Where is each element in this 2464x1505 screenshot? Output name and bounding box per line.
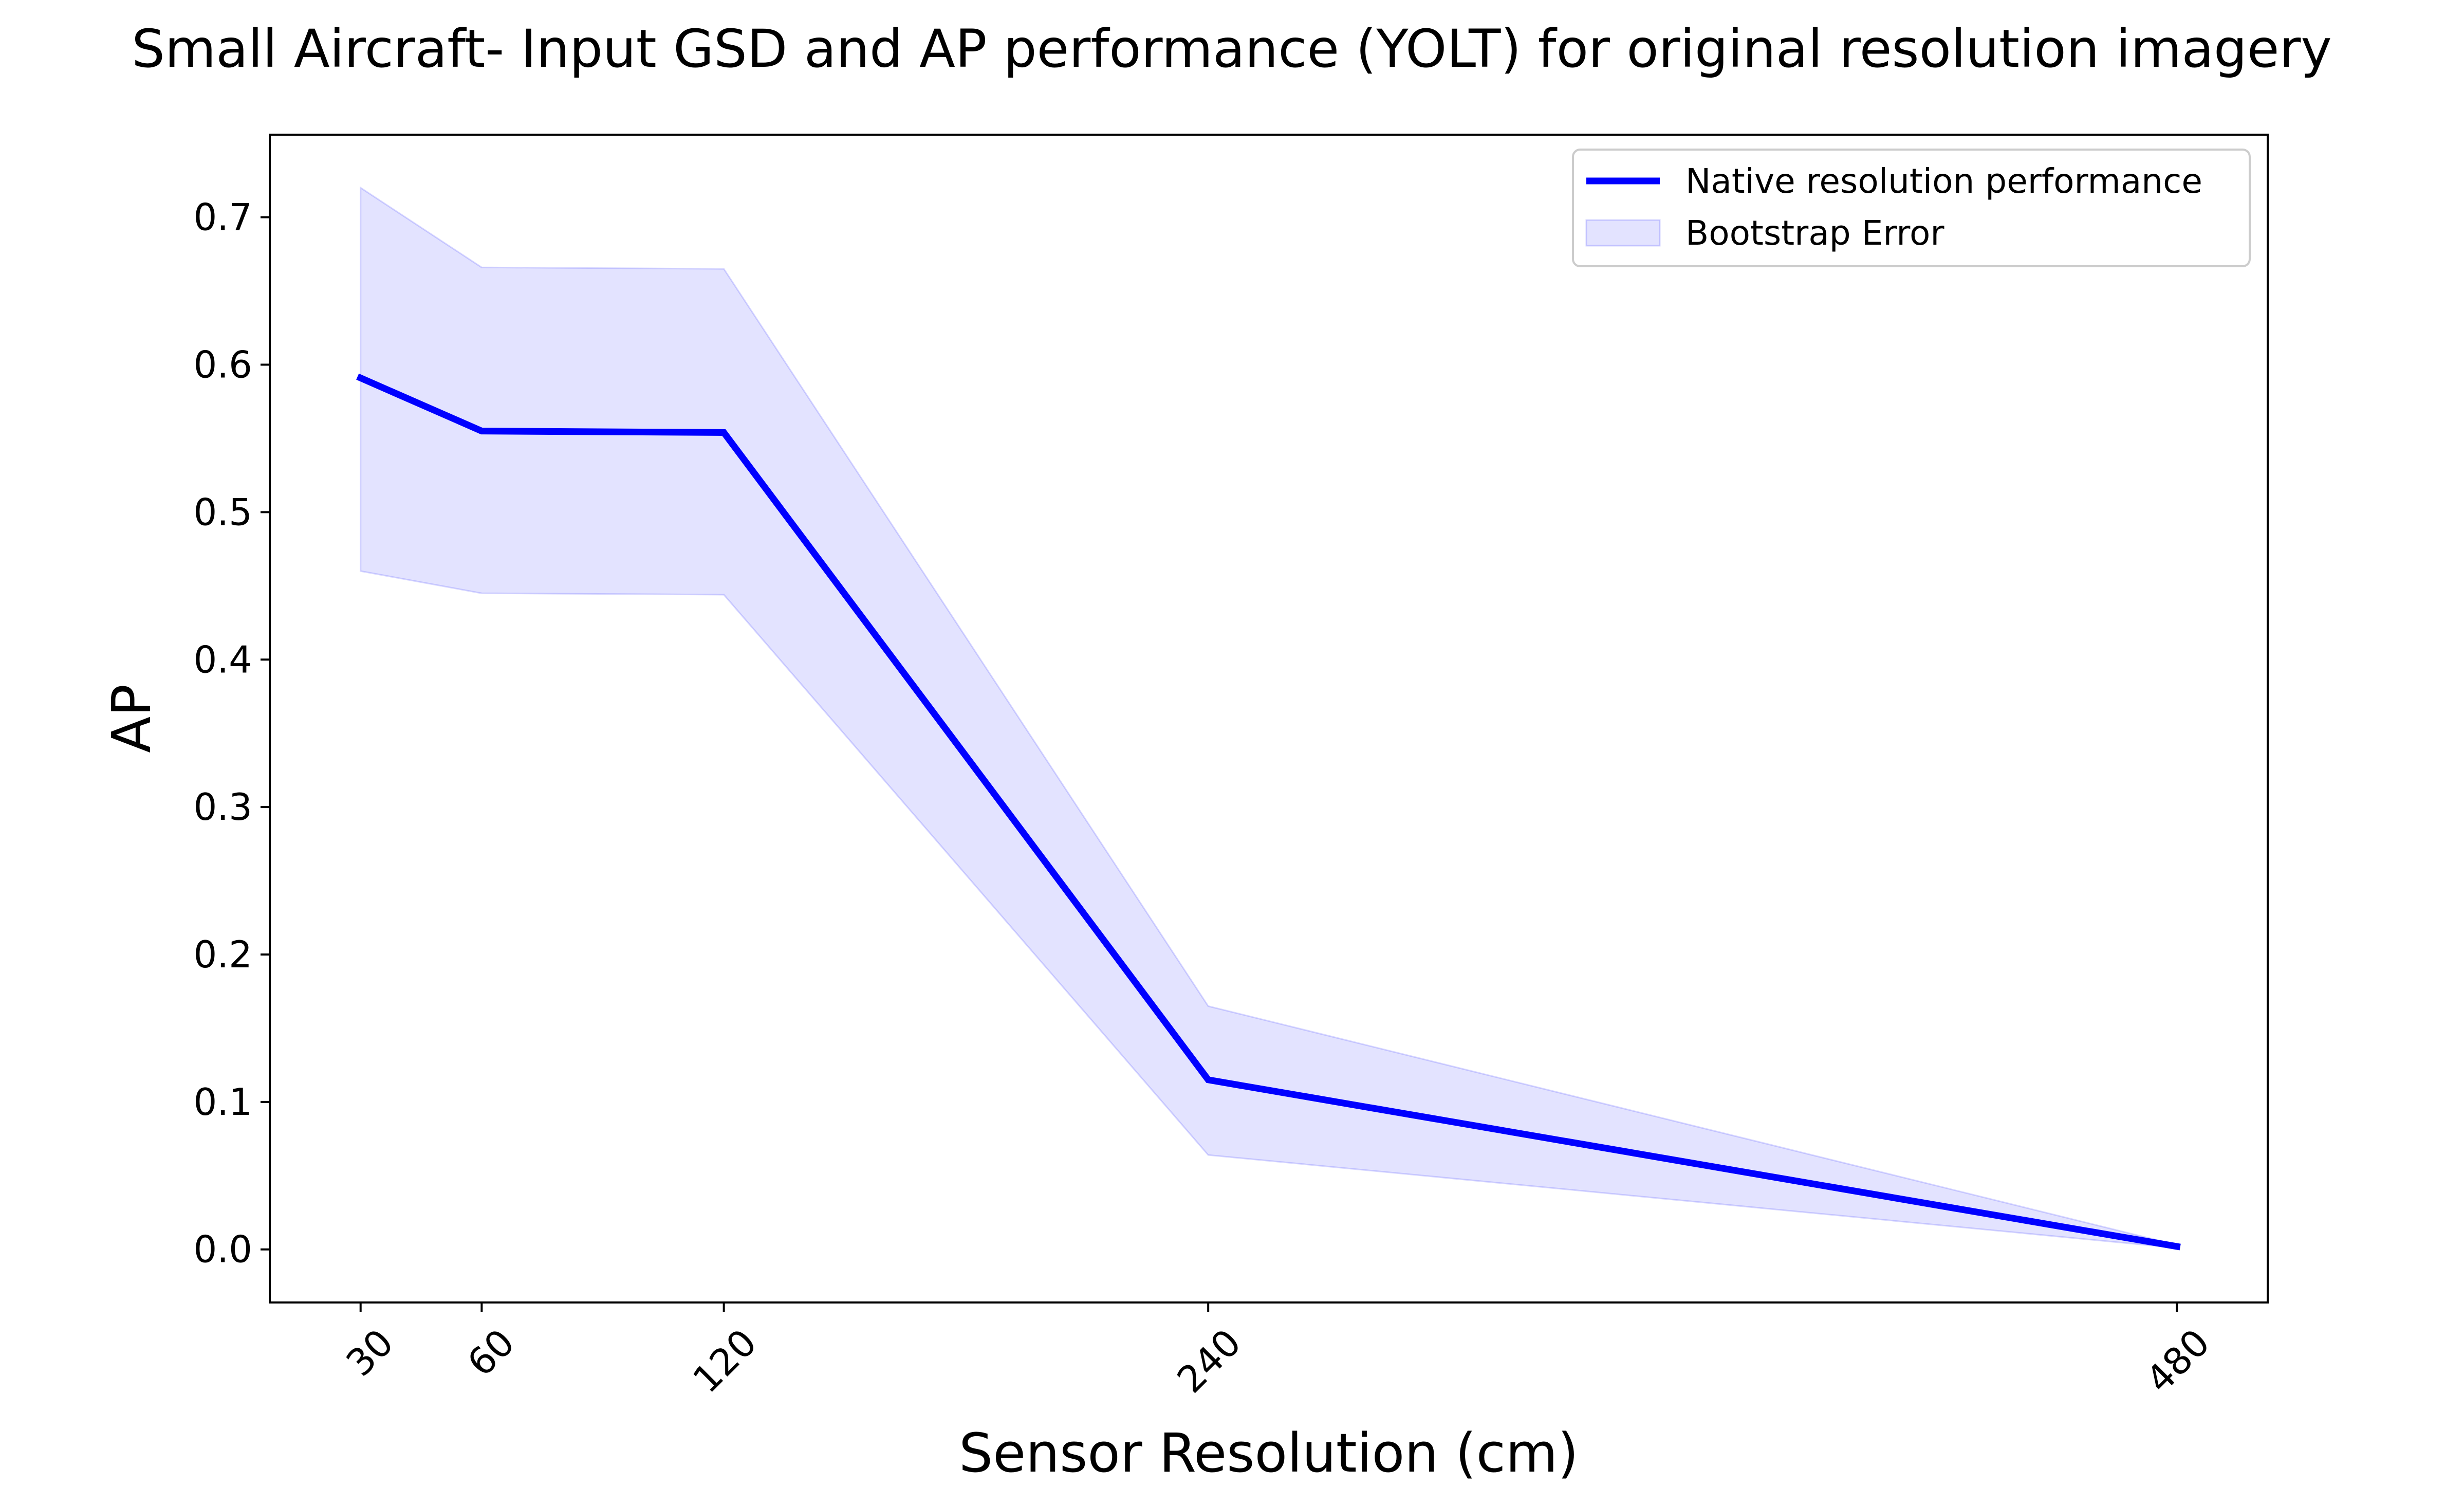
x-tick-label: 30 bbox=[338, 1321, 401, 1385]
y-tick-label: 0.2 bbox=[193, 933, 252, 976]
y-tick-label: 0.1 bbox=[193, 1080, 252, 1124]
y-axis-label: AP bbox=[100, 684, 163, 753]
x-tick-label: 480 bbox=[2138, 1321, 2218, 1402]
x-axis-label: Sensor Resolution (cm) bbox=[959, 1422, 1579, 1484]
performance-line-layer bbox=[356, 373, 2181, 1251]
y-tick-label: 0.5 bbox=[193, 490, 252, 534]
y-tick-label: 0.4 bbox=[193, 638, 252, 681]
legend-frame bbox=[1572, 149, 2251, 267]
x-tick-label: 240 bbox=[1169, 1321, 1250, 1402]
plot-area bbox=[269, 134, 2269, 1304]
chart-title: Small Aircraft- Input GSD and AP perform… bbox=[132, 19, 2332, 80]
x-tick-label: 120 bbox=[684, 1321, 765, 1402]
legend-band-swatch bbox=[1585, 219, 1661, 247]
data-point bbox=[1208, 1079, 1209, 1080]
x-tick-label: 60 bbox=[459, 1321, 523, 1385]
y-tick-label: 0.0 bbox=[193, 1228, 252, 1271]
legend-label-line: Native resolution performance bbox=[1685, 161, 2202, 201]
x-axis: 30 60 120 240 480 bbox=[338, 1302, 2218, 1401]
y-tick-label: 0.6 bbox=[193, 343, 252, 387]
legend: Native resolution performance Bootstrap … bbox=[1572, 149, 2251, 267]
y-tick-label: 0.7 bbox=[193, 196, 252, 239]
legend-label-band: Bootstrap Error bbox=[1685, 213, 1944, 253]
y-axis: 0.0 0.1 0.2 0.3 0.4 0.5 0.6 0.7 bbox=[193, 196, 270, 1271]
y-tick-label: 0.3 bbox=[193, 785, 252, 829]
plot-frame bbox=[269, 134, 2269, 1304]
